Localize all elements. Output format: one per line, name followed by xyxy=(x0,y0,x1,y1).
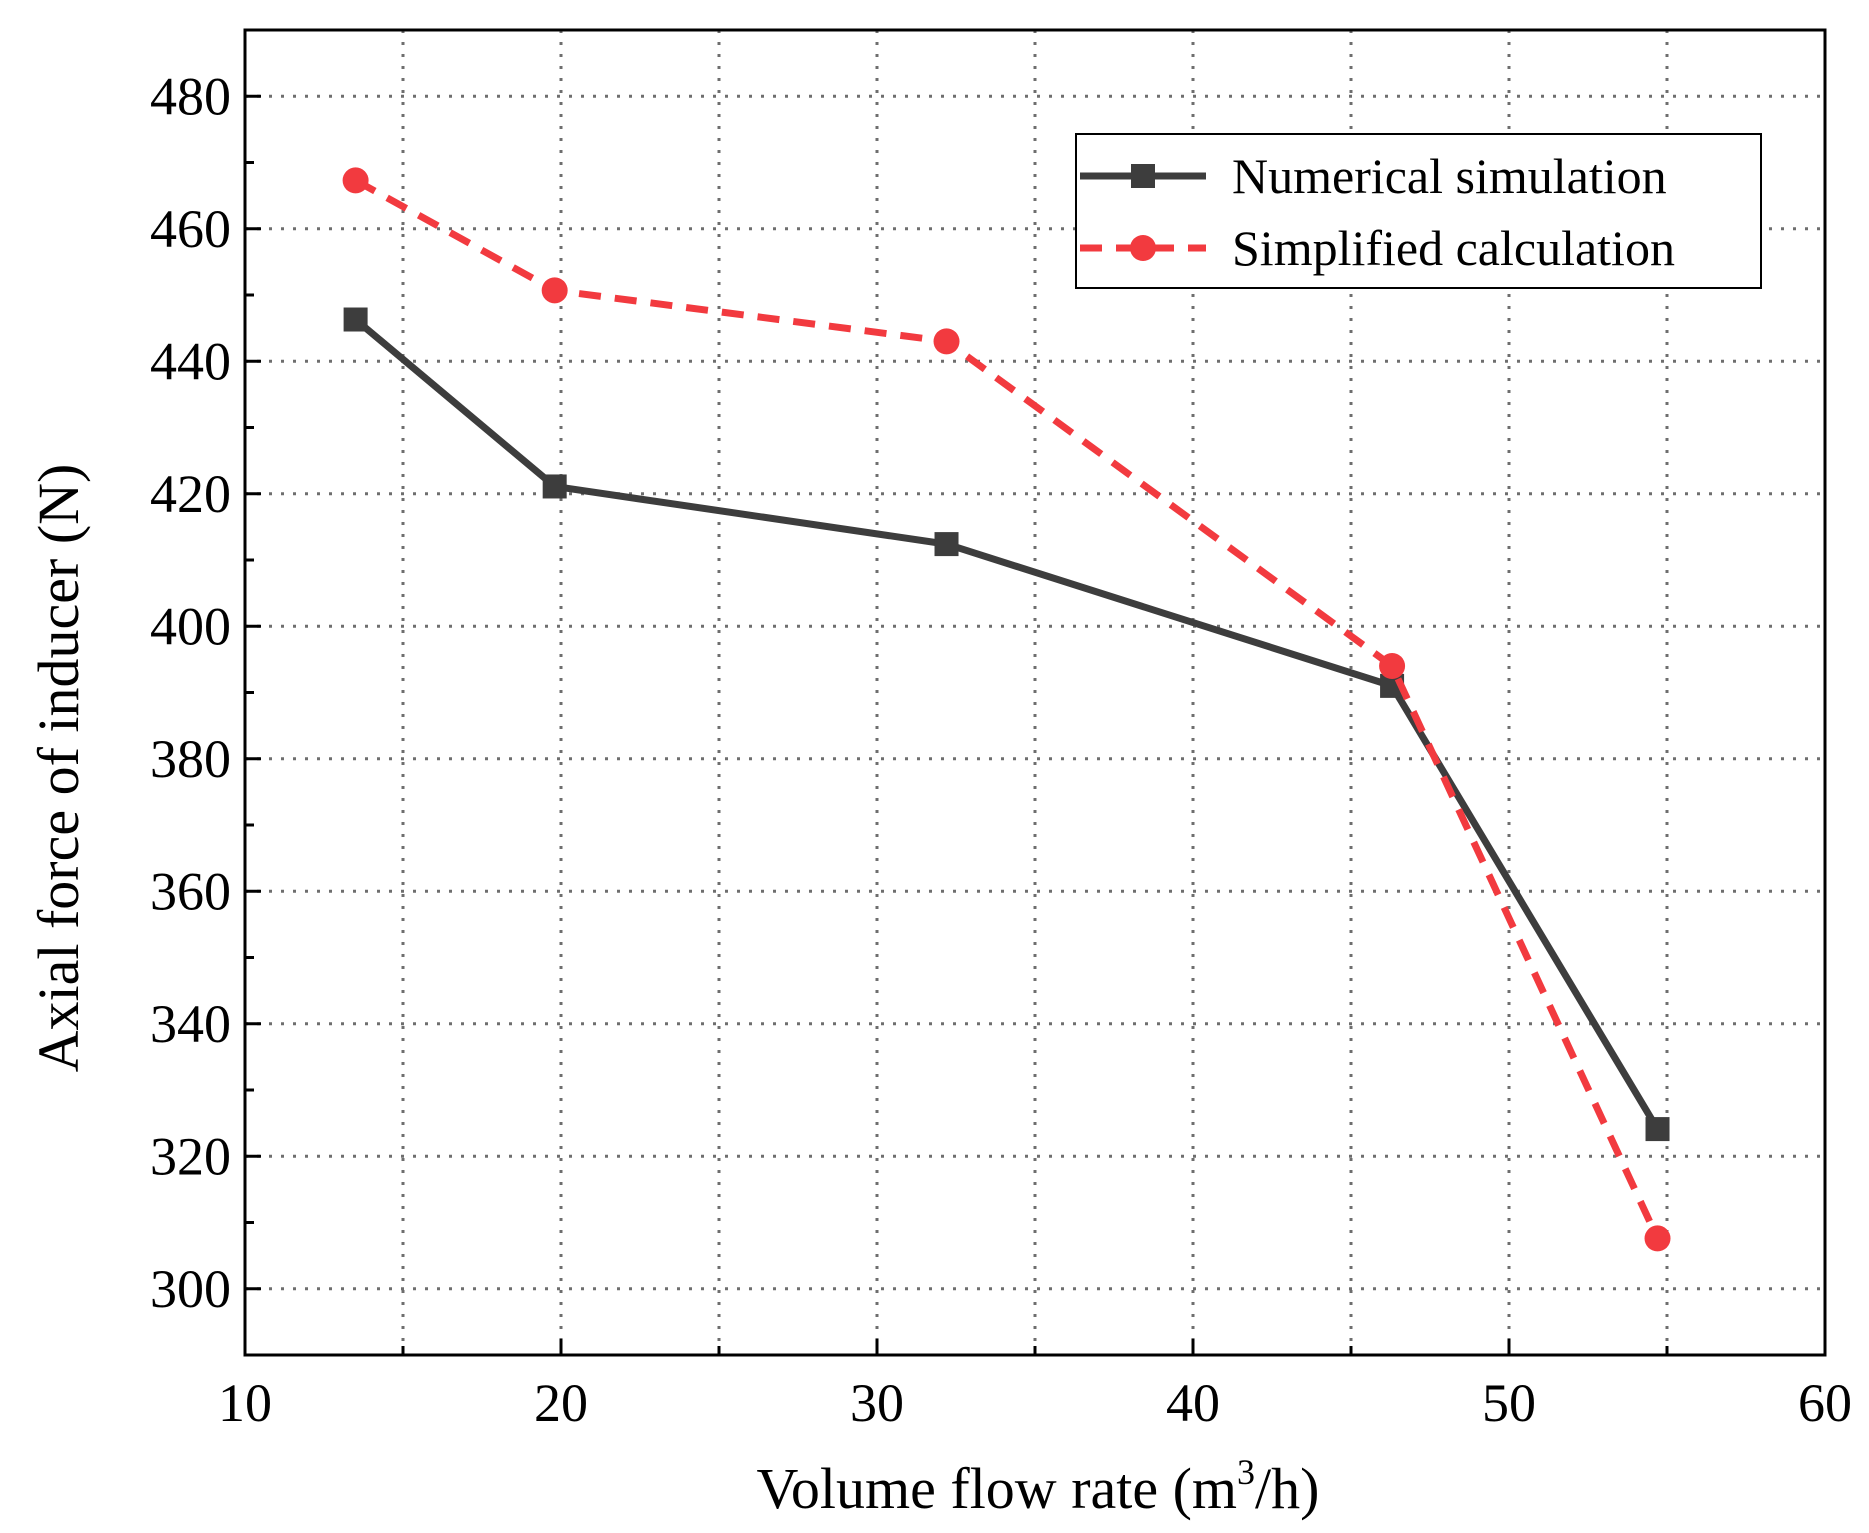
y-tick-label: 300 xyxy=(150,1259,231,1319)
axis-ticks xyxy=(243,28,1827,1357)
legend-marker-square xyxy=(1131,164,1155,188)
x-axis-title-tail: /h) xyxy=(1255,1456,1319,1521)
data-point-circle xyxy=(541,277,568,304)
plot-frame xyxy=(243,28,1827,1357)
x-axis-title-superscript: 3 xyxy=(1237,1452,1255,1492)
data-point-circle xyxy=(342,167,369,194)
x-tick-label: 50 xyxy=(1482,1373,1536,1433)
data-point-circle xyxy=(1379,653,1406,679)
y-axis-title: Axial force of inducer (N) xyxy=(26,464,91,1073)
x-tick-label: 40 xyxy=(1166,1373,1220,1433)
legend-label-numerical-simulation: Numerical simulation xyxy=(1232,148,1667,204)
x-tick-labels: 10 20 30 40 50 60 xyxy=(218,1373,1852,1433)
legend-box xyxy=(1075,133,1762,289)
x-tick-label: 20 xyxy=(534,1373,588,1433)
x-axis-title: Volume flow rate (m3/h) xyxy=(757,1452,1320,1521)
data-point-square xyxy=(542,474,567,499)
legend-label-simplified-calculation: Simplified calculation xyxy=(1232,220,1675,276)
legend-marker-circle xyxy=(1130,235,1156,261)
legend-entry-simplified-calculation: Simplified calculation xyxy=(1080,220,1675,276)
x-axis-title-main: Volume flow rate (m xyxy=(757,1456,1238,1521)
data-point-circle xyxy=(933,328,960,355)
data-point-square xyxy=(1645,1117,1670,1142)
y-tick-label: 460 xyxy=(150,199,231,259)
data-point-square xyxy=(934,532,959,557)
y-tick-label: 340 xyxy=(150,994,231,1054)
y-tick-labels: 300 320 340 360 380 400 420 440 460 480 xyxy=(150,66,231,1319)
y-tick-label: 320 xyxy=(150,1126,231,1186)
y-tick-label: 380 xyxy=(150,729,231,789)
y-tick-label: 440 xyxy=(150,331,231,391)
legend: Numerical simulation Simplified calculat… xyxy=(1075,133,1762,289)
y-tick-label: 360 xyxy=(150,861,231,921)
y-tick-label: 480 xyxy=(150,66,231,126)
legend-entry-numerical-simulation: Numerical simulation xyxy=(1080,148,1667,204)
data-point-circle xyxy=(1644,1225,1671,1252)
x-tick-label: 30 xyxy=(850,1373,904,1433)
x-tick-label: 10 xyxy=(218,1373,272,1433)
series-simplified-calculation xyxy=(342,167,1671,1252)
y-tick-label: 400 xyxy=(150,596,231,656)
y-tick-label: 420 xyxy=(150,464,231,524)
x-tick-label: 60 xyxy=(1798,1373,1852,1433)
data-point-square xyxy=(343,307,368,332)
series xyxy=(342,167,1671,1252)
series-numerical-simulation xyxy=(343,307,1670,1142)
